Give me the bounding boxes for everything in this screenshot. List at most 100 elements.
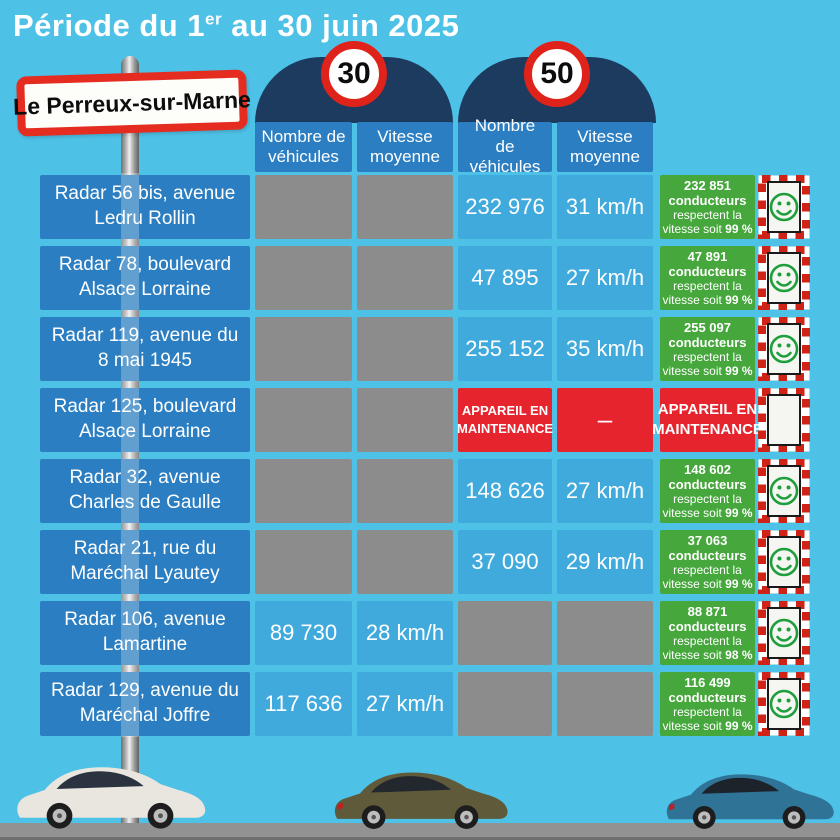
compliance-text: respectent la [673, 563, 742, 578]
col-header-speed-30: Vitesse moyenne [357, 122, 453, 172]
car-rear-wheel [46, 802, 73, 829]
vehicles-30-cell: 117 636 [255, 672, 352, 736]
feedback-sign-cell [758, 317, 810, 381]
vehicles-50-cell: 37 090 [458, 530, 552, 594]
compliance-text: conducteurs [668, 618, 747, 634]
compliance-text: conducteurs [668, 476, 747, 492]
compliance-text: conducteurs [668, 192, 747, 208]
radar-label-cell: Radar 32, avenue Charles de Gaulle [40, 459, 250, 523]
speed-50-cell: 27 km/h [557, 246, 653, 310]
speed-30-cell [357, 388, 453, 452]
table-row: Radar 125, boulevard Alsace Lorraine APPA… [0, 388, 840, 452]
speed-limit-30-value: 30 [337, 57, 371, 90]
compliance-cell: 116 499 conducteurs respectent la vitesse s… [660, 672, 755, 736]
vehicles-30-cell: 89 730 [255, 601, 352, 665]
vehicles-30-cell [255, 246, 352, 310]
car-front-wheel [147, 802, 174, 829]
compliance-text: vitesse soit 99 % [662, 577, 753, 592]
compliance-text: conducteurs [668, 547, 747, 563]
table-row: Radar 129, avenue du Maréchal Joffre 117 … [0, 672, 840, 736]
compliance-text: respectent la [673, 634, 742, 649]
compliance-text: respectent la [673, 350, 742, 365]
car-taillight [337, 802, 343, 810]
table-row: Radar 119, avenue du 8 mai 1945 255 152 35… [0, 317, 840, 381]
vehicles-50-cell: 47 895 [458, 246, 552, 310]
vehicles-30-cell [255, 530, 352, 594]
radar-label-cell: Radar 119, avenue du 8 mai 1945 [40, 317, 250, 381]
feedback-sign-cell [758, 672, 810, 736]
compliance-cell: 47 891 conducteurs respectent la vitesse so… [660, 246, 755, 310]
compliance-cell: 148 602 conducteurs respectent la vitesse s… [660, 459, 755, 523]
white-car [17, 767, 206, 829]
compliance-cell: APPAREIL EN MAINTENANCE [652, 388, 763, 452]
compliance-text: 148 602 [684, 461, 731, 477]
table-row: Radar 56 bis, avenue Ledru Rollin 232 976… [0, 175, 840, 239]
car-rear-wheel [361, 805, 386, 829]
compliance-text: vitesse soit 99 % [662, 293, 753, 308]
speed-50-cell: 35 km/h [557, 317, 653, 381]
compliance-text: vitesse soit 99 % [662, 719, 753, 734]
smiley-sign-icon [758, 530, 810, 594]
feedback-sign-cell [758, 388, 810, 452]
compliance-text: 47 891 [687, 248, 728, 264]
compliance-text: 232 851 [684, 177, 731, 193]
smiley-sign-icon [758, 459, 810, 523]
car-window [56, 771, 144, 790]
olive-car [334, 772, 508, 829]
speed-30-cell [357, 175, 453, 239]
vehicles-30-cell [255, 459, 352, 523]
radar-label-cell: Radar 78, boulevard Alsace Lorraine [40, 246, 250, 310]
col-header-vehicles-50: Nombre de véhicules [458, 116, 552, 176]
table-row: Radar 106, avenue Lamartine 89 730 28 km/h… [0, 601, 840, 665]
compliance-cell: 255 097 conducteurs respectent la vitesse s… [660, 317, 755, 381]
radar-label-cell: Radar 129, avenue du Maréchal Joffre [40, 672, 250, 736]
car-window [701, 777, 780, 794]
speed-limit-sign-50-icon: 50 [524, 41, 590, 107]
radar-label-cell: Radar 125, boulevard Alsace Lorraine [40, 388, 250, 452]
vehicles-30-cell [255, 388, 352, 452]
compliance-text: vitesse soit 99 % [662, 222, 753, 237]
page-title: Période du 1er au 30 juin 2025 [13, 8, 459, 44]
compliance-text: 116 499 [684, 674, 731, 690]
speed-limit-50-value: 50 [540, 57, 574, 90]
car-front-wheel [454, 805, 479, 829]
car-taillight [669, 803, 675, 811]
smiley-sign-icon [758, 672, 810, 736]
car-window [370, 776, 452, 793]
speed-30-cell [357, 317, 453, 381]
compliance-text: vitesse soit 99 % [662, 506, 753, 521]
feedback-sign-cell [758, 246, 810, 310]
title-text-2: au 30 juin 2025 [222, 8, 460, 43]
compliance-text: 88 871 [687, 603, 728, 619]
compliance-text: 37 063 [687, 532, 728, 548]
table-row: Radar 78, boulevard Alsace Lorraine 47 89… [0, 246, 840, 310]
vehicles-30-cell [255, 317, 352, 381]
compliance-text: respectent la [673, 705, 742, 720]
title-superscript: er [205, 9, 223, 29]
compliance-text: conducteurs [668, 689, 747, 705]
vehicles-50-cell [458, 601, 552, 665]
blue-car [666, 774, 834, 829]
vehicles-50-cell: 148 626 [458, 459, 552, 523]
speed-30-cell [357, 530, 453, 594]
col-header-speed-50: Vitesse moyenne [557, 122, 653, 172]
radar-label-cell: Radar 106, avenue Lamartine [40, 601, 250, 665]
speed-50-cell [557, 601, 653, 665]
compliance-text: respectent la [673, 208, 742, 223]
feedback-sign-cell [758, 459, 810, 523]
vehicles-50-cell [458, 672, 552, 736]
smiley-sign-icon [758, 175, 810, 239]
smiley-sign-icon [758, 601, 810, 665]
compliance-text: conducteurs [668, 263, 747, 279]
title-text: Période du 1 [13, 8, 206, 43]
radar-label-cell: Radar 21, rue du Maréchal Lyautey [40, 530, 250, 594]
speed-50-cell: 27 km/h [557, 459, 653, 523]
speed-50-cell [557, 672, 653, 736]
road-edge [0, 837, 840, 840]
feedback-sign-cell [758, 601, 810, 665]
table-row: Radar 21, rue du Maréchal Lyautey 37 090 2… [0, 530, 840, 594]
blank-sign-icon [758, 388, 810, 452]
speed-limit-sign-30-icon: 30 [321, 41, 387, 107]
